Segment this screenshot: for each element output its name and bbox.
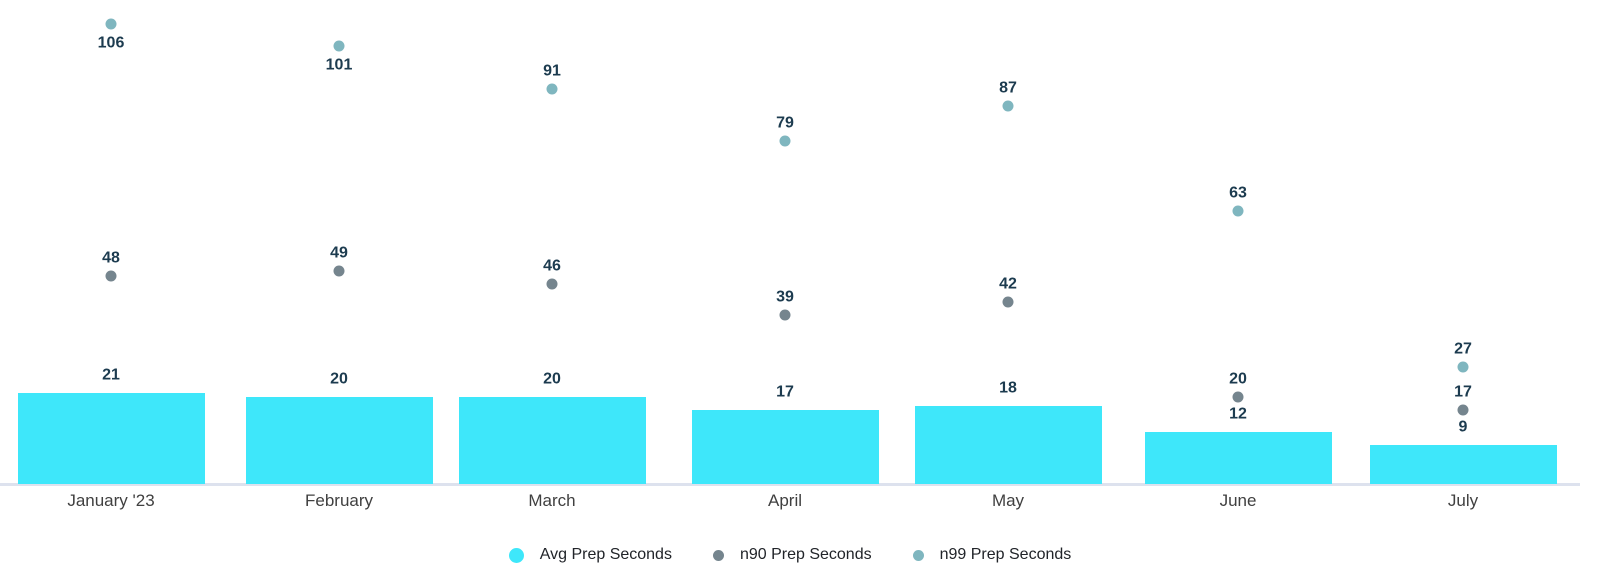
n99-dot-february[interactable] (333, 40, 345, 52)
n90-dot-march[interactable] (546, 278, 558, 290)
n99-label-march: 91 (543, 62, 561, 80)
x-tick-july: July (1447, 491, 1479, 510)
bar-july[interactable] (1369, 444, 1557, 484)
n90-dot-june[interactable] (1232, 391, 1244, 403)
n99-label-january-23: 106 (97, 34, 125, 52)
n99-label-july: 27 (1454, 340, 1472, 358)
x-tick-january-23: January '23 (67, 491, 155, 510)
x-tick-june: June (1219, 491, 1257, 510)
n90-label-june: 20 (1229, 370, 1247, 388)
bar-march[interactable] (458, 397, 646, 484)
legend-label-n99-prep-seconds: n99 Prep Seconds (939, 546, 1072, 563)
n99-label-june: 63 (1229, 184, 1247, 202)
bar-label-january-23: 21 (102, 366, 120, 384)
n99-dot-march[interactable] (546, 83, 558, 95)
x-tick-february: February (304, 491, 374, 510)
n90-dot-april[interactable] (779, 309, 791, 321)
n99-prep-seconds-swatch-icon (912, 549, 924, 561)
x-axis-line (0, 483, 1580, 486)
bar-february[interactable] (245, 397, 433, 484)
n90-label-january-23: 48 (102, 249, 120, 267)
n90-dot-may[interactable] (1002, 296, 1014, 308)
bar-label-june: 12 (1229, 405, 1247, 423)
bar-label-april: 17 (776, 383, 794, 401)
bar-label-march: 20 (543, 370, 561, 388)
bar-june[interactable] (1144, 431, 1332, 484)
x-tick-march: March (528, 491, 576, 510)
n99-dot-january-23[interactable] (105, 18, 117, 30)
n99-dot-may[interactable] (1002, 100, 1014, 112)
legend-item-avg-prep-seconds: Avg Prep Seconds (508, 545, 672, 565)
bar-label-february: 20 (330, 370, 348, 388)
bar-label-july: 9 (1458, 418, 1468, 436)
legend-label-n90-prep-seconds: n90 Prep Seconds (739, 546, 872, 563)
n99-dot-july[interactable] (1457, 361, 1469, 373)
bar-january-23[interactable] (17, 392, 205, 484)
n90-label-april: 39 (776, 288, 794, 306)
bar-april[interactable] (691, 410, 879, 484)
n90-dot-february[interactable] (333, 265, 345, 277)
n99-dot-june[interactable] (1232, 205, 1244, 217)
n99-label-may: 87 (999, 79, 1017, 97)
x-tick-may: May (991, 491, 1025, 510)
n90-dot-january-23[interactable] (105, 270, 117, 282)
n99-label-april: 79 (776, 114, 794, 132)
legend-label-avg-prep-seconds: Avg Prep Seconds (539, 546, 672, 563)
n90-dot-july[interactable] (1457, 404, 1469, 416)
x-tick-april: April (767, 491, 803, 510)
legend-item-n90-prep-seconds: n90 Prep Seconds (712, 545, 872, 565)
n90-label-may: 42 (999, 275, 1017, 293)
legend: Avg Prep Seconds n90 Prep Seconds n99 Pr… (0, 545, 1580, 565)
avg-prep-seconds-swatch-icon (508, 547, 524, 563)
bar-label-may: 18 (999, 379, 1017, 397)
n90-label-july: 17 (1454, 383, 1472, 401)
n99-dot-april[interactable] (779, 135, 791, 147)
n90-label-march: 46 (543, 257, 561, 275)
n99-label-february: 101 (325, 56, 353, 74)
bar-may[interactable] (914, 405, 1102, 484)
legend-item-n99-prep-seconds: n99 Prep Seconds (912, 545, 1072, 565)
n90-prep-seconds-swatch-icon (712, 549, 724, 561)
n90-label-february: 49 (330, 244, 348, 262)
